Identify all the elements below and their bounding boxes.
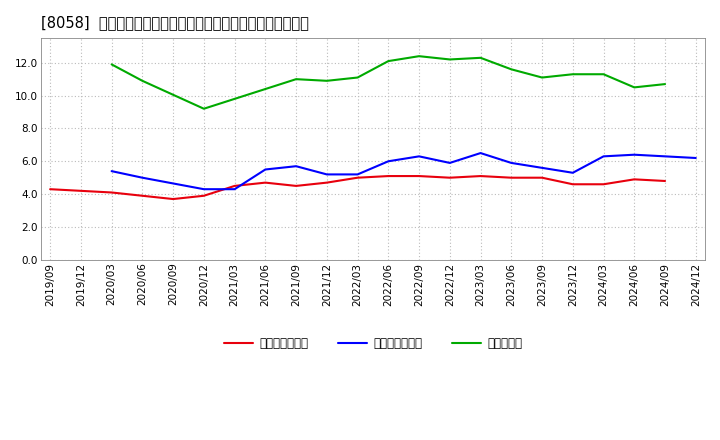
売上債権回転率: [323, 180, 331, 185]
Line: 売上債権回転率: 売上債権回転率: [50, 176, 665, 199]
Text: [8058]  売上債権回転率、買入債務回転率、在庫回転率の推移: [8058] 売上債権回転率、買入債務回転率、在庫回転率の推移: [41, 15, 309, 30]
売上債権回転率: [630, 177, 639, 182]
在庫回転率: [415, 54, 423, 59]
売上債権回転率: [476, 173, 485, 179]
売上債権回転率: [569, 182, 577, 187]
売上債権回転率: [446, 175, 454, 180]
買入債務回転率: [476, 150, 485, 156]
在庫回転率: [138, 78, 147, 84]
買入債務回転率: [415, 154, 423, 159]
在庫回転率: [199, 106, 208, 111]
売上債権回転率: [507, 175, 516, 180]
在庫回転率: [599, 72, 608, 77]
買入債務回転率: [138, 175, 147, 180]
売上債権回転率: [415, 173, 423, 179]
在庫回転率: [630, 85, 639, 90]
在庫回転率: [446, 57, 454, 62]
買入債務回転率: [107, 169, 116, 174]
買入債務回転率: [630, 152, 639, 158]
Line: 買入債務回転率: 買入債務回転率: [112, 153, 696, 189]
売上債権回転率: [384, 173, 392, 179]
売上債権回転率: [107, 190, 116, 195]
Line: 在庫回転率: 在庫回転率: [112, 56, 665, 109]
売上債権回転率: [661, 178, 670, 183]
在庫回転率: [476, 55, 485, 60]
売上債権回転率: [599, 182, 608, 187]
在庫回転率: [323, 78, 331, 84]
在庫回転率: [538, 75, 546, 80]
在庫回転率: [507, 67, 516, 72]
在庫回転率: [292, 77, 300, 82]
在庫回転率: [384, 59, 392, 64]
買入債務回転率: [599, 154, 608, 159]
Legend: 売上債権回転率, 買入債務回転率, 在庫回転率: 売上債権回転率, 買入債務回転率, 在庫回転率: [219, 332, 527, 355]
在庫回転率: [230, 96, 239, 102]
買入債務回転率: [261, 167, 270, 172]
買入債務回転率: [569, 170, 577, 176]
売上債権回転率: [199, 193, 208, 198]
買入債務回転率: [507, 160, 516, 165]
買入債務回転率: [446, 160, 454, 165]
売上債権回転率: [230, 183, 239, 189]
買入債務回転率: [384, 159, 392, 164]
在庫回転率: [354, 75, 362, 80]
在庫回転率: [569, 72, 577, 77]
買入債務回転率: [230, 187, 239, 192]
売上債権回転率: [538, 175, 546, 180]
買入債務回転率: [354, 172, 362, 177]
在庫回転率: [661, 81, 670, 87]
買入債務回転率: [323, 172, 331, 177]
買入債務回転率: [292, 164, 300, 169]
売上債権回転率: [354, 175, 362, 180]
売上債権回転率: [261, 180, 270, 185]
買入債務回転率: [199, 187, 208, 192]
売上債権回転率: [46, 187, 55, 192]
売上債権回転率: [168, 196, 177, 202]
買入債務回転率: [661, 154, 670, 159]
買入債務回転率: [691, 155, 700, 161]
在庫回転率: [107, 62, 116, 67]
売上債権回転率: [292, 183, 300, 189]
